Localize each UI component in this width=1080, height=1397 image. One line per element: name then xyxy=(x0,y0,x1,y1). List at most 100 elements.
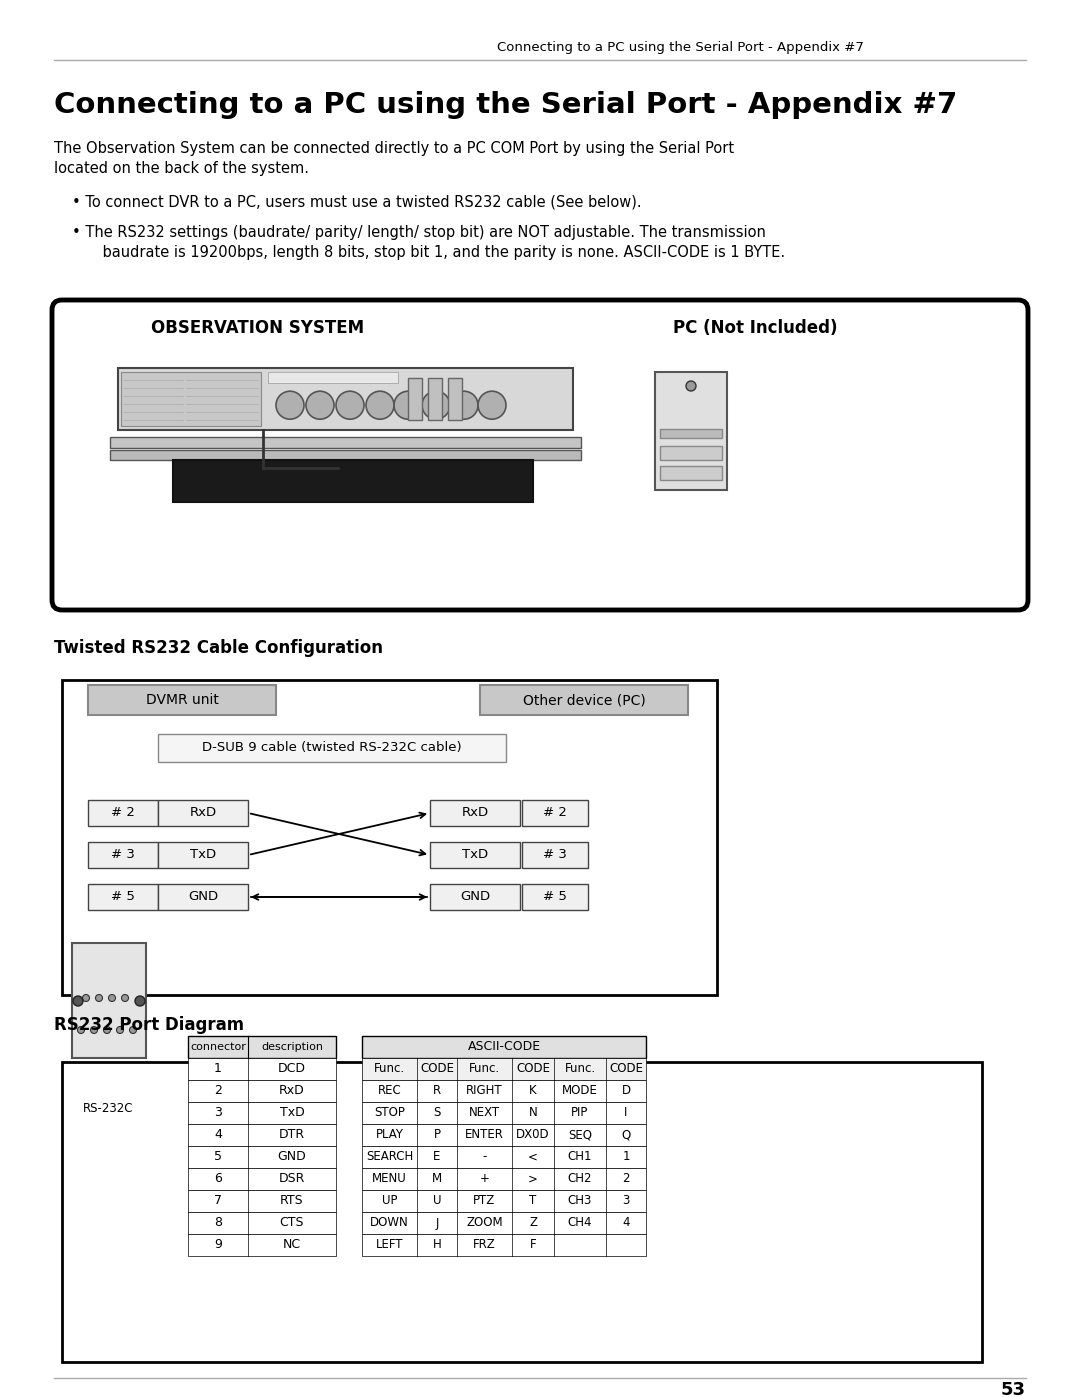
Text: TxD: TxD xyxy=(190,848,216,862)
Bar xyxy=(268,372,399,383)
Circle shape xyxy=(104,1027,110,1034)
Text: • The RS232 settings (baudrate/ parity/ length/ stop bit) are NOT adjustable. Th: • The RS232 settings (baudrate/ parity/ … xyxy=(72,225,766,240)
Text: RS232 Port Diagram: RS232 Port Diagram xyxy=(54,1016,244,1034)
Bar xyxy=(430,842,519,868)
Bar xyxy=(522,800,588,826)
Text: GND: GND xyxy=(460,890,490,904)
Bar xyxy=(188,1213,336,1234)
Text: CH4: CH4 xyxy=(568,1217,592,1229)
Text: PC (Not Included): PC (Not Included) xyxy=(673,319,837,337)
Bar xyxy=(87,685,276,715)
Circle shape xyxy=(117,1027,123,1034)
Text: 8: 8 xyxy=(214,1217,222,1229)
Text: SEQ: SEQ xyxy=(568,1129,592,1141)
Text: Q: Q xyxy=(621,1129,631,1141)
Text: Func.: Func. xyxy=(374,1063,405,1076)
Text: Func.: Func. xyxy=(565,1063,595,1076)
Bar xyxy=(110,450,581,460)
Bar xyxy=(362,1058,646,1080)
Text: located on the back of the system.: located on the back of the system. xyxy=(54,161,309,176)
Text: FRZ: FRZ xyxy=(473,1239,496,1252)
Bar xyxy=(408,379,422,420)
Text: D-SUB 9 cable (twisted RS-232C cable): D-SUB 9 cable (twisted RS-232C cable) xyxy=(202,742,462,754)
Text: E: E xyxy=(433,1151,441,1164)
Circle shape xyxy=(121,995,129,1002)
Text: H: H xyxy=(433,1239,442,1252)
Text: RxD: RxD xyxy=(279,1084,305,1098)
Text: 4: 4 xyxy=(622,1217,630,1229)
Text: RIGHT: RIGHT xyxy=(467,1084,503,1098)
Text: CH1: CH1 xyxy=(568,1151,592,1164)
Bar xyxy=(362,1037,646,1058)
Text: RS-232C: RS-232C xyxy=(83,1101,133,1115)
Text: -: - xyxy=(483,1151,487,1164)
Circle shape xyxy=(73,996,83,1006)
Text: description: description xyxy=(261,1042,323,1052)
Text: RxD: RxD xyxy=(461,806,488,820)
Text: REC: REC xyxy=(378,1084,402,1098)
Text: PIP: PIP xyxy=(571,1106,589,1119)
Circle shape xyxy=(276,391,303,419)
Text: CODE: CODE xyxy=(420,1063,454,1076)
Text: 3: 3 xyxy=(214,1106,221,1119)
Circle shape xyxy=(336,391,364,419)
Text: K: K xyxy=(529,1084,537,1098)
Text: Connecting to a PC using the Serial Port - Appendix #7: Connecting to a PC using the Serial Port… xyxy=(497,42,863,54)
Text: GND: GND xyxy=(278,1151,307,1164)
Text: J: J xyxy=(435,1217,438,1229)
Text: DTR: DTR xyxy=(279,1129,305,1141)
Bar xyxy=(188,1190,336,1213)
Circle shape xyxy=(686,381,696,391)
Circle shape xyxy=(422,391,450,419)
Bar xyxy=(362,1080,646,1102)
Text: GND: GND xyxy=(188,890,218,904)
Bar xyxy=(362,1125,646,1146)
Text: D: D xyxy=(621,1084,631,1098)
Text: 6: 6 xyxy=(214,1172,221,1186)
Text: ZOOM: ZOOM xyxy=(467,1217,503,1229)
Text: CTS: CTS xyxy=(280,1217,305,1229)
Text: UP: UP xyxy=(381,1194,397,1207)
Text: SEARCH: SEARCH xyxy=(366,1151,414,1164)
Bar xyxy=(62,1062,982,1362)
Circle shape xyxy=(78,1027,84,1034)
Text: STOP: STOP xyxy=(374,1106,405,1119)
Bar xyxy=(121,372,261,426)
Bar xyxy=(362,1168,646,1190)
Bar xyxy=(362,1102,646,1125)
Bar xyxy=(188,1125,336,1146)
Text: U: U xyxy=(433,1194,442,1207)
Text: Twisted RS232 Cable Configuration: Twisted RS232 Cable Configuration xyxy=(54,638,383,657)
Bar xyxy=(158,884,248,909)
Circle shape xyxy=(82,995,90,1002)
Circle shape xyxy=(394,391,422,419)
Text: <: < xyxy=(528,1151,538,1164)
Text: P: P xyxy=(433,1129,441,1141)
Text: The Observation System can be connected directly to a PC COM Port by using the S: The Observation System can be connected … xyxy=(54,141,734,155)
Text: 2: 2 xyxy=(214,1084,221,1098)
Text: DVMR unit: DVMR unit xyxy=(146,693,218,707)
Bar xyxy=(480,685,688,715)
Text: PTZ: PTZ xyxy=(473,1194,496,1207)
Bar xyxy=(188,1234,336,1256)
Bar xyxy=(522,884,588,909)
Text: ENTER: ENTER xyxy=(465,1129,504,1141)
Text: DOWN: DOWN xyxy=(370,1217,409,1229)
Text: 5: 5 xyxy=(214,1151,222,1164)
Circle shape xyxy=(306,391,334,419)
Text: T: T xyxy=(529,1194,537,1207)
Text: Z: Z xyxy=(529,1217,537,1229)
Bar xyxy=(87,842,158,868)
Text: >: > xyxy=(528,1172,538,1186)
Bar xyxy=(188,1146,336,1168)
Circle shape xyxy=(91,1027,97,1034)
FancyBboxPatch shape xyxy=(52,300,1028,610)
Circle shape xyxy=(135,996,145,1006)
Text: CH3: CH3 xyxy=(568,1194,592,1207)
Bar xyxy=(173,460,534,502)
Text: DSR: DSR xyxy=(279,1172,306,1186)
Bar xyxy=(188,1102,336,1125)
Text: NEXT: NEXT xyxy=(469,1106,500,1119)
Text: N: N xyxy=(528,1106,538,1119)
Bar xyxy=(118,367,573,430)
